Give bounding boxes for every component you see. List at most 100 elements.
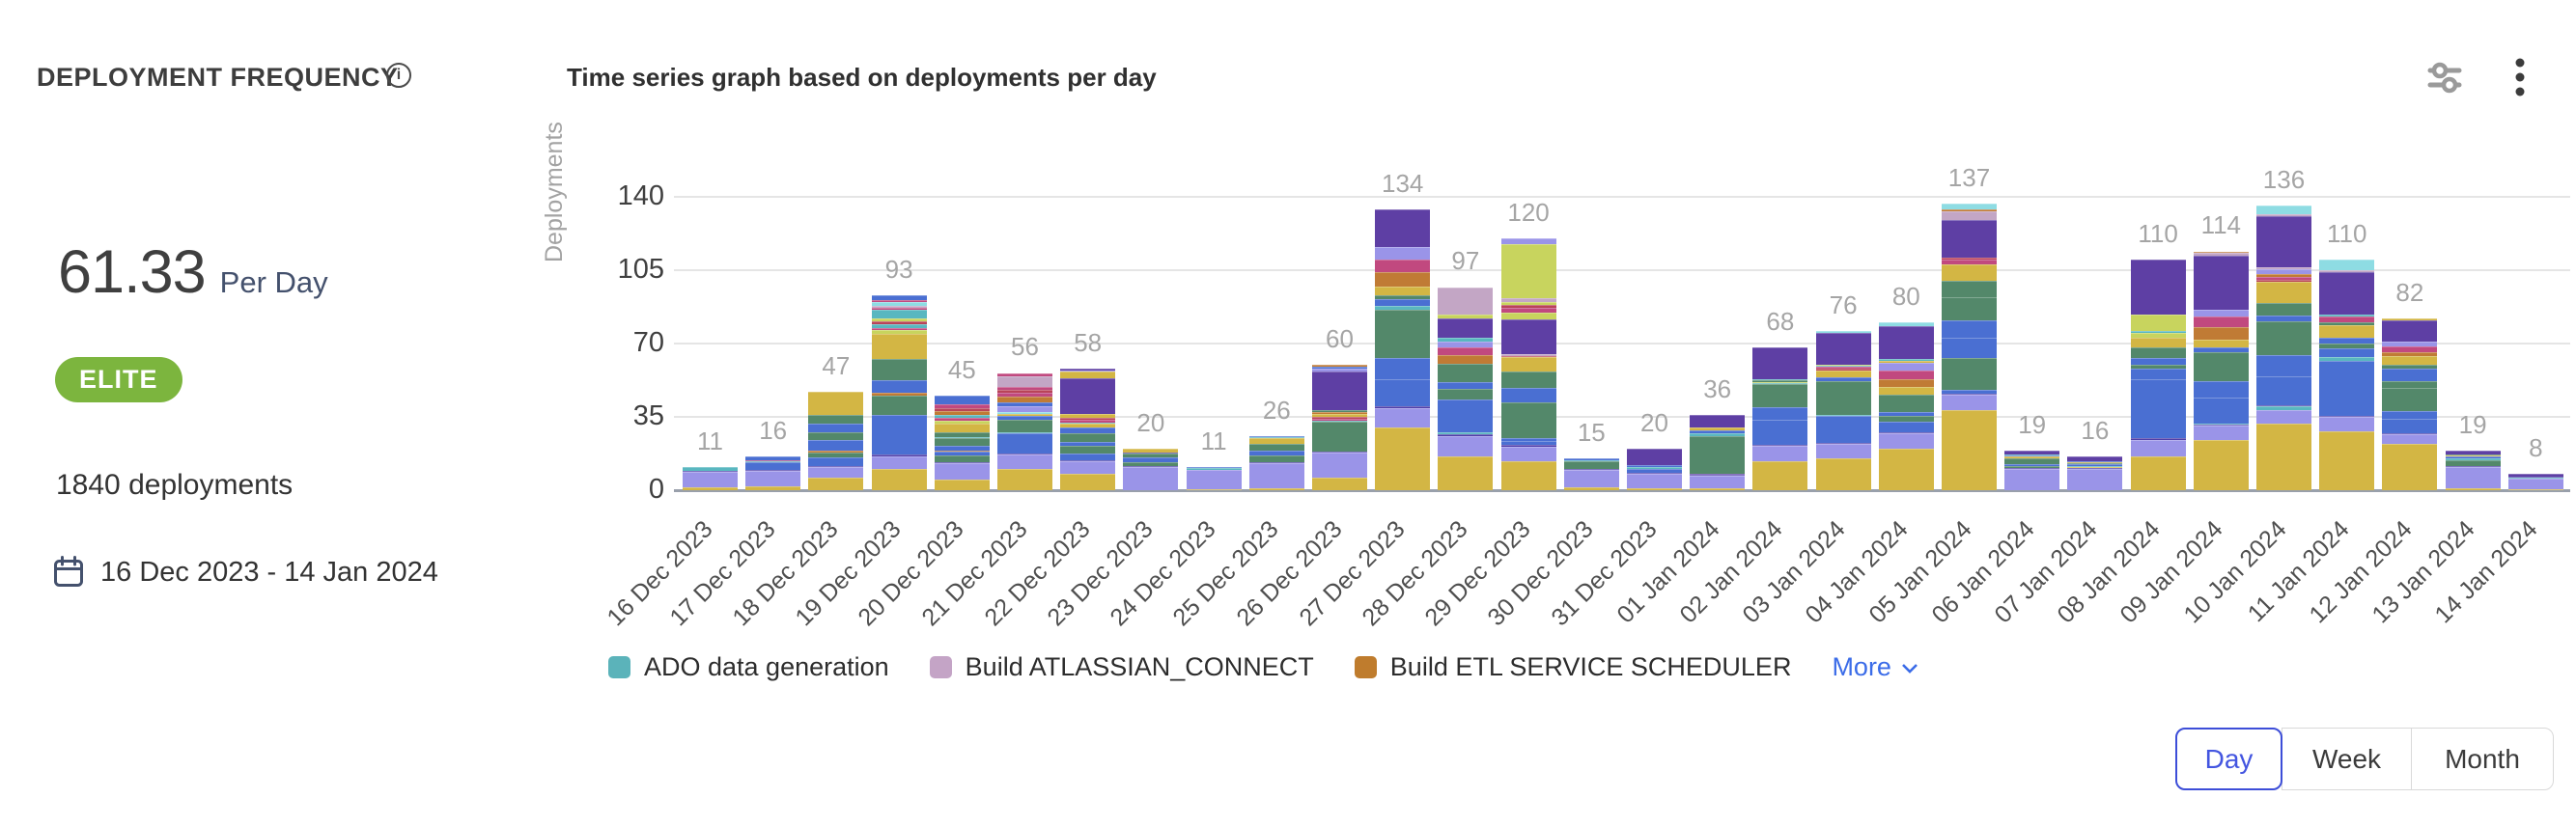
bar-segment <box>1123 461 1179 467</box>
bar-segment <box>1500 298 1556 303</box>
bar-segment <box>1248 462 1304 488</box>
bar-segment <box>997 469 1052 490</box>
bar-segment <box>808 423 864 433</box>
bar-20-Dec-2023[interactable] <box>934 396 990 490</box>
bar-27-Dec-2023[interactable] <box>1375 209 1431 490</box>
legend-more-link[interactable]: More <box>1832 652 1920 682</box>
legend-item[interactable]: Build ATLASSIAN_CONNECT <box>929 652 1314 682</box>
bar-segment <box>808 467 864 478</box>
bar-segment <box>1690 430 1746 434</box>
bar-segment <box>2319 415 2375 417</box>
toggle-day-button[interactable]: Day <box>2175 728 2282 790</box>
bar-segment <box>2067 469 2123 490</box>
bar-segment <box>1942 389 1997 395</box>
date-range-row[interactable]: 16 Dec 2023 - 14 Jan 2024 <box>53 556 438 589</box>
bar-segment <box>1563 486 1619 490</box>
bar-segment <box>934 480 990 490</box>
bar-28-Dec-2023[interactable] <box>1438 287 1494 490</box>
bar-segment <box>871 469 927 490</box>
bar-segment <box>1815 364 1871 366</box>
toggle-week-button[interactable]: Week <box>2281 728 2413 790</box>
bar-segment <box>997 432 1052 434</box>
bar-14-Jan-2024[interactable] <box>2507 473 2563 490</box>
bar-segment <box>1186 470 1242 489</box>
bar-segment <box>2256 315 2311 322</box>
info-icon[interactable]: i <box>386 63 411 88</box>
bar-segment <box>871 323 927 328</box>
bar-segment <box>871 329 927 335</box>
bar-23-Dec-2023[interactable] <box>1123 448 1179 490</box>
bar-segment <box>1123 466 1179 468</box>
bar-value-label: 93 <box>884 255 913 285</box>
bar-segment <box>2319 417 2375 432</box>
bar-value-label: 110 <box>2138 219 2178 249</box>
bar-03-Jan-2024[interactable] <box>1815 331 1871 490</box>
bar-05-Jan-2024[interactable] <box>1942 203 1997 490</box>
y-gridline <box>674 343 2570 344</box>
bar-21-Dec-2023[interactable] <box>997 372 1052 490</box>
filter-sliders-icon[interactable] <box>2425 58 2464 96</box>
bar-26-Dec-2023[interactable] <box>1312 364 1367 490</box>
bar-10-Jan-2024[interactable] <box>2256 205 2311 490</box>
bar-22-Dec-2023[interactable] <box>1060 369 1116 490</box>
bar-segment <box>934 396 990 405</box>
bar-segment <box>1375 287 1431 296</box>
bar-segment <box>1942 258 1997 261</box>
bar-segment <box>2507 479 2563 489</box>
bar-segment <box>2319 270 2375 273</box>
bar-16-Dec-2023[interactable] <box>683 467 738 490</box>
bar-25-Dec-2023[interactable] <box>1248 435 1304 490</box>
bar-segment <box>2193 398 2249 424</box>
bar-segment <box>934 410 990 415</box>
bar-segment <box>1752 347 1808 379</box>
bar-value-label: 97 <box>1451 246 1480 276</box>
toggle-month-button[interactable]: Month <box>2411 728 2554 790</box>
bar-segment <box>934 418 990 422</box>
bar-18-Dec-2023[interactable] <box>808 392 864 490</box>
bar-segment <box>1942 203 1997 210</box>
bar-segment <box>1563 459 1619 461</box>
bar-29-Dec-2023[interactable] <box>1500 238 1556 490</box>
bar-segment <box>808 477 864 490</box>
bar-segment <box>1878 415 1934 423</box>
kebab-menu-icon[interactable] <box>2501 58 2539 96</box>
bar-02-Jan-2024[interactable] <box>1752 347 1808 490</box>
bar-segment <box>2004 469 2060 490</box>
bar-30-Dec-2023[interactable] <box>1563 458 1619 490</box>
bar-segment <box>2256 406 2311 411</box>
bar-08-Jan-2024[interactable] <box>2130 260 2186 490</box>
y-gridline <box>674 196 2570 198</box>
bar-value-label: 11 <box>697 427 723 456</box>
bar-04-Jan-2024[interactable] <box>1878 322 1934 490</box>
bar-segment <box>1942 260 1997 264</box>
bar-24-Dec-2023[interactable] <box>1186 467 1242 490</box>
bar-segment <box>1690 433 1746 436</box>
bar-17-Dec-2023[interactable] <box>745 456 801 490</box>
bar-06-Jan-2024[interactable] <box>2004 450 2060 490</box>
bar-13-Jan-2024[interactable] <box>2445 450 2501 490</box>
bar-segment <box>1942 337 1997 359</box>
bar-segment <box>2067 456 2123 461</box>
bar-value-label: 16 <box>759 416 788 446</box>
bar-segment <box>1312 369 1367 372</box>
bar-segment <box>1627 473 1682 488</box>
bar-segment <box>1878 322 1934 326</box>
bar-segment <box>2319 337 2375 344</box>
legend-item[interactable]: ADO data generation <box>608 652 889 682</box>
bar-12-Jan-2024[interactable] <box>2382 318 2438 490</box>
bar-segment <box>2004 456 2060 459</box>
bar-31-Dec-2023[interactable] <box>1627 448 1682 490</box>
bar-11-Jan-2024[interactable] <box>2319 260 2375 490</box>
bar-segment <box>683 467 738 471</box>
bar-07-Jan-2024[interactable] <box>2067 456 2123 490</box>
y-axis-tick: 105 <box>617 254 664 285</box>
legend-item[interactable]: Build ETL SERVICE SCHEDULER <box>1354 652 1791 682</box>
bar-09-Jan-2024[interactable] <box>2193 251 2249 490</box>
bar-segment <box>2004 468 2060 470</box>
bar-19-Dec-2023[interactable] <box>871 295 927 490</box>
bar-segment <box>1690 474 1746 476</box>
bar-01-Jan-2024[interactable] <box>1690 414 1746 490</box>
bar-segment <box>871 393 927 397</box>
bar-value-label: 110 <box>2326 219 2367 249</box>
bar-segment <box>2319 348 2375 358</box>
